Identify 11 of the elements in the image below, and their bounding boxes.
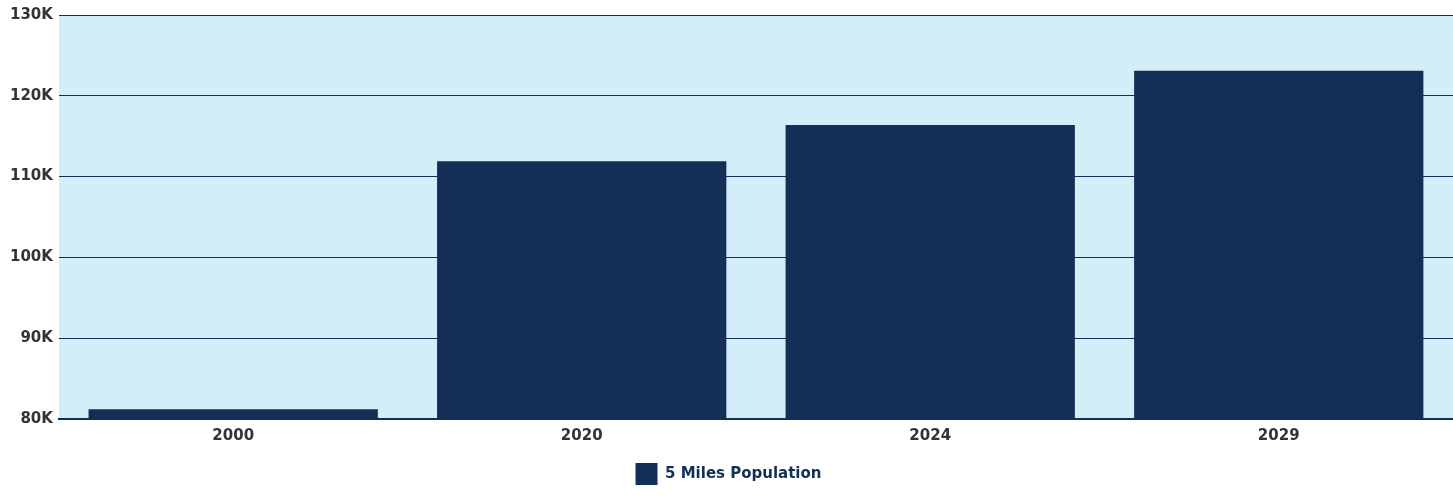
y-tick-label: 80K <box>20 408 55 427</box>
x-tick-label: 2000 <box>212 425 255 444</box>
y-tick-label: 100K <box>10 247 55 266</box>
y-tick-label: 90K <box>20 328 55 347</box>
x-tick-label: 2024 <box>909 425 952 444</box>
x-tick-label: 2029 <box>1257 425 1300 444</box>
y-tick-label: 120K <box>10 85 55 104</box>
x-tick-label: 2020 <box>560 425 603 444</box>
y-tick-label: 130K <box>10 4 55 23</box>
legend-label: 5 Miles Population <box>665 463 822 482</box>
y-tick-label: 110K <box>10 166 55 185</box>
